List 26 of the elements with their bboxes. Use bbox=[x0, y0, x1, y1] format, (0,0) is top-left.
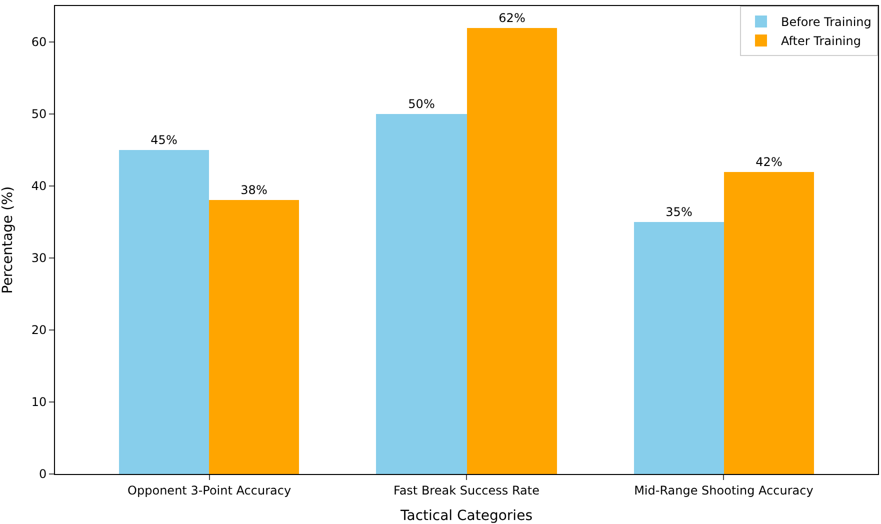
y-tick-label: 40 bbox=[31, 179, 47, 194]
y-tick-label: 20 bbox=[31, 323, 47, 338]
data-label: 38% bbox=[240, 183, 268, 197]
bar bbox=[724, 172, 814, 474]
legend-label: Before Training bbox=[781, 15, 872, 30]
x-tick-label: Fast Break Success Rate bbox=[394, 483, 540, 498]
data-label: 42% bbox=[756, 155, 782, 169]
bar bbox=[467, 28, 557, 474]
data-label: 62% bbox=[498, 11, 526, 25]
bar bbox=[119, 150, 209, 474]
data-label: 35% bbox=[666, 205, 692, 219]
bar bbox=[634, 222, 724, 474]
y-tick-label: 50 bbox=[31, 107, 47, 122]
y-tick-label: 0 bbox=[38, 467, 47, 482]
x-axis-title: Tactical Categories bbox=[400, 508, 532, 524]
data-label: 50% bbox=[408, 97, 435, 111]
x-tick-label: Mid-Range Shooting Accuracy bbox=[634, 483, 814, 498]
y-tick-label: 10 bbox=[31, 395, 47, 410]
y-axis-title: Percentage (%) bbox=[0, 186, 16, 294]
x-tick-label: Opponent 3-Point Accuracy bbox=[128, 483, 292, 498]
y-tick-label: 30 bbox=[31, 251, 47, 266]
y-tick-label: 60 bbox=[31, 35, 47, 50]
legend-label: After Training bbox=[781, 34, 861, 48]
data-label: 45% bbox=[150, 133, 178, 147]
bar bbox=[209, 200, 299, 474]
bar bbox=[376, 114, 467, 474]
